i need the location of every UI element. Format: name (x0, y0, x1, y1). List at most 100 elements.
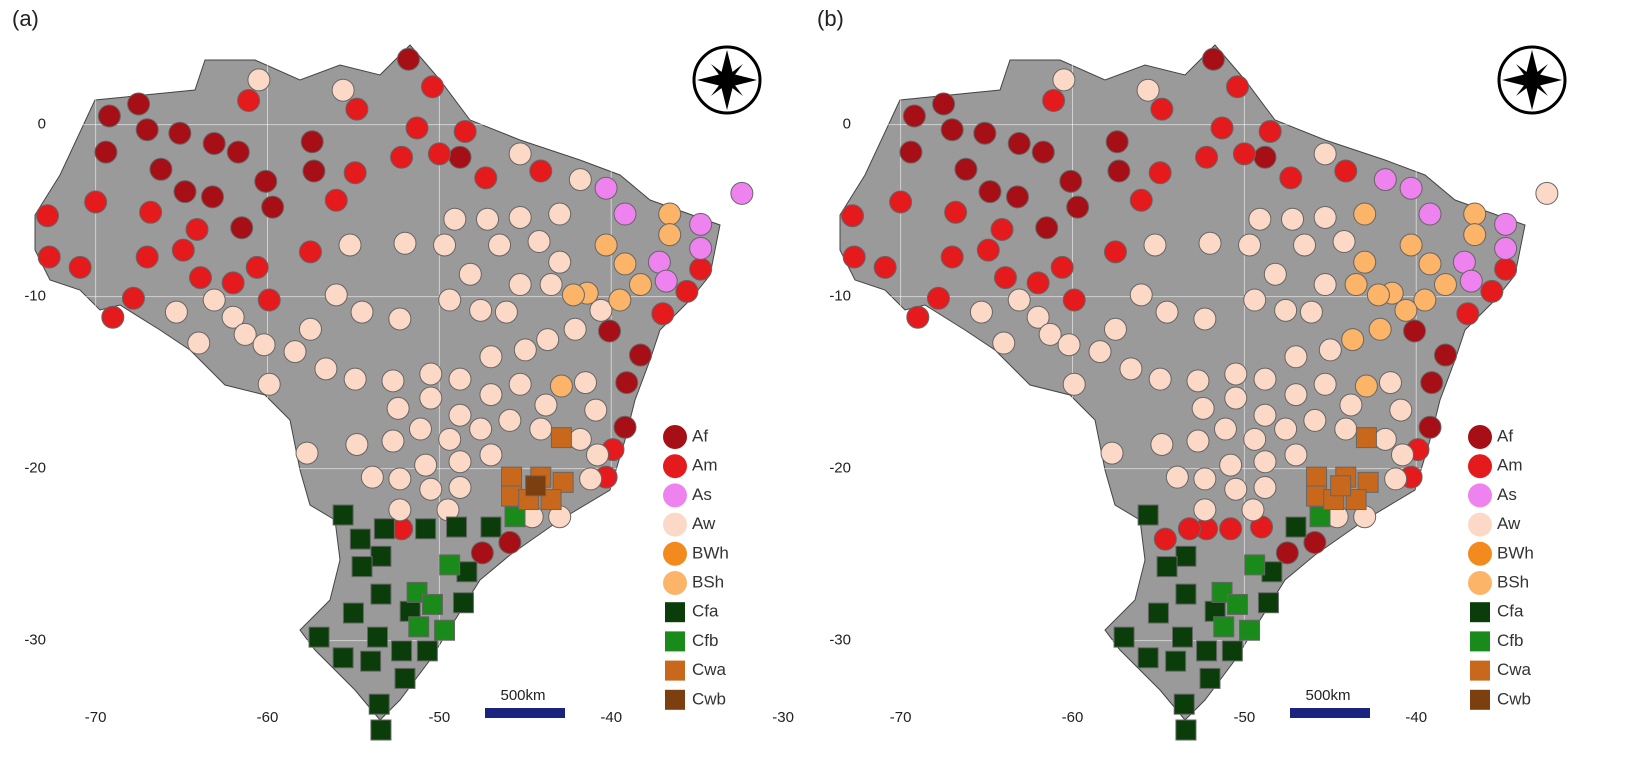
station-marker (1106, 131, 1128, 153)
station-marker (172, 239, 194, 261)
legend-entry: BSh (663, 571, 724, 595)
station-marker (394, 232, 416, 254)
scale-label: 500km (1305, 687, 1350, 704)
station-marker (315, 358, 337, 380)
station-marker (1495, 213, 1517, 235)
station-marker (1244, 428, 1266, 450)
station-marker (569, 428, 591, 450)
station-marker (1304, 409, 1326, 431)
legend-entry: Cwa (1470, 660, 1532, 681)
station-marker (549, 203, 571, 225)
y-tick-label: -20 (24, 460, 46, 477)
station-marker (1060, 170, 1082, 192)
station-marker (1151, 433, 1173, 455)
station-marker (470, 299, 492, 321)
legend-marker (663, 483, 687, 507)
station-marker (1275, 299, 1297, 321)
station-marker (165, 301, 187, 323)
station-marker (1421, 372, 1443, 394)
station-marker (1197, 641, 1217, 661)
station-marker (1130, 284, 1152, 306)
station-marker (1419, 203, 1441, 225)
station-marker (346, 98, 368, 120)
station-marker (1285, 346, 1307, 368)
station-marker (499, 532, 521, 554)
legend-entry: BWh (663, 542, 729, 566)
station-marker (843, 246, 865, 268)
x-tick-label: -70 (85, 709, 107, 726)
station-marker (422, 76, 444, 98)
legend-marker (663, 571, 687, 595)
station-marker (1404, 320, 1426, 342)
station-marker (530, 418, 552, 440)
station-marker (1460, 270, 1482, 292)
station-marker (1225, 363, 1247, 385)
station-marker (227, 141, 249, 163)
station-marker (1187, 430, 1209, 452)
station-marker (449, 451, 471, 473)
station-marker (514, 339, 536, 361)
station-marker (1367, 284, 1389, 306)
legend-marker (1468, 571, 1492, 595)
station-marker (1254, 146, 1276, 168)
y-tick-label: -10 (829, 288, 851, 305)
station-marker (98, 105, 120, 127)
station-marker (1007, 186, 1029, 208)
station-marker (389, 468, 411, 490)
station-marker (1419, 253, 1441, 275)
station-marker (85, 191, 107, 213)
station-marker (1194, 499, 1216, 521)
station-marker (933, 93, 955, 115)
station-marker (1214, 418, 1236, 440)
station-marker (128, 93, 150, 115)
station-marker (37, 205, 59, 227)
station-marker (480, 384, 502, 406)
station-marker (945, 201, 967, 223)
station-marker (1239, 234, 1261, 256)
station-marker (1356, 428, 1376, 448)
station-marker (900, 141, 922, 163)
station-marker (296, 442, 318, 464)
station-marker (1192, 397, 1214, 419)
station-marker (1264, 263, 1286, 285)
station-marker (1043, 90, 1065, 112)
legend-entry: BSh (1468, 571, 1529, 595)
station-marker (350, 529, 370, 549)
station-marker (903, 105, 925, 127)
station-marker (569, 169, 591, 191)
station-marker (246, 256, 268, 278)
station-marker (439, 428, 461, 450)
station-marker (509, 274, 531, 296)
station-marker (325, 189, 347, 211)
station-marker (1374, 169, 1396, 191)
station-marker (1419, 416, 1441, 438)
station-marker (1227, 76, 1249, 98)
station-marker (439, 289, 461, 311)
station-marker (655, 270, 677, 292)
station-marker (1495, 237, 1517, 259)
station-marker (299, 318, 321, 340)
station-marker (1354, 203, 1376, 225)
legend-label: Cwa (1497, 660, 1532, 679)
station-marker (352, 557, 372, 577)
station-marker (389, 308, 411, 330)
station-marker (1414, 289, 1436, 311)
legend-entry: Cwb (665, 689, 726, 710)
station-marker (174, 181, 196, 203)
x-tick-label: -40 (600, 709, 622, 726)
legend-marker (665, 602, 685, 622)
station-marker (258, 373, 280, 395)
station-marker (1354, 251, 1376, 273)
station-marker (1104, 241, 1126, 263)
station-marker (471, 542, 493, 564)
legend-marker (1470, 661, 1490, 681)
station-marker (540, 274, 562, 296)
station-marker (248, 69, 270, 91)
legend-label: Aw (1497, 514, 1521, 533)
station-marker (392, 641, 412, 661)
station-marker (262, 196, 284, 218)
station-marker (535, 394, 557, 416)
station-marker (993, 332, 1015, 354)
station-marker (629, 274, 651, 296)
station-marker (1374, 428, 1396, 450)
